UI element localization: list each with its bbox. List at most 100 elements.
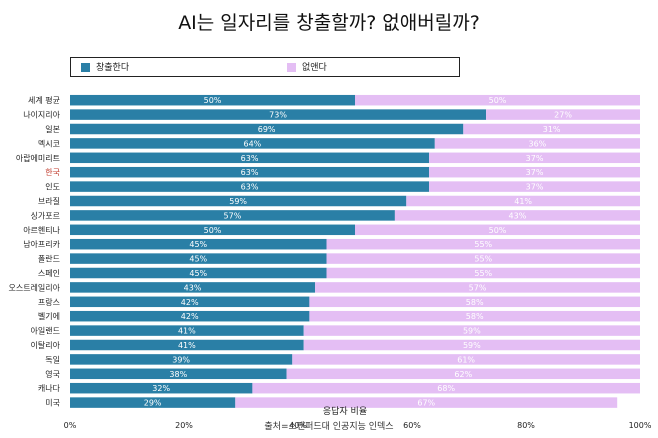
category-label: 싱가포르 bbox=[31, 210, 60, 220]
bar-create bbox=[70, 339, 304, 351]
legend-label-destroy: 없앤다 bbox=[302, 63, 327, 73]
category-label: 아르헨티나 bbox=[23, 225, 60, 235]
data-label-create: 69% bbox=[258, 125, 276, 134]
bar-create bbox=[70, 181, 430, 192]
data-label-create: 59% bbox=[229, 197, 247, 206]
data-label-destroy: 58% bbox=[466, 312, 484, 321]
data-label-destroy: 59% bbox=[463, 327, 481, 336]
bar-destroy bbox=[355, 224, 640, 236]
data-label-create: 50% bbox=[204, 96, 222, 105]
bar-destroy bbox=[315, 282, 640, 293]
data-label-create: 32% bbox=[152, 384, 170, 393]
category-label: 멕시코 bbox=[38, 138, 60, 148]
data-label-create: 38% bbox=[169, 370, 187, 379]
data-label-destroy: 50% bbox=[489, 226, 507, 235]
x-axis-label: 응답자 비율 bbox=[322, 407, 368, 417]
category-label: 미국 bbox=[45, 399, 60, 408]
data-label-destroy: 58% bbox=[466, 298, 484, 307]
data-label-destroy: 55% bbox=[474, 240, 492, 249]
legend-swatch-destroy bbox=[287, 63, 296, 72]
bar-destroy bbox=[326, 238, 640, 250]
data-label-create: 42% bbox=[181, 298, 199, 307]
bar-create bbox=[70, 382, 253, 394]
x-tick-label: 40% bbox=[289, 421, 307, 430]
bar-create bbox=[70, 94, 355, 106]
bar-create bbox=[70, 109, 487, 120]
bar-create bbox=[70, 138, 435, 149]
data-label-create: 63% bbox=[241, 183, 259, 192]
x-tick-label: 60% bbox=[403, 421, 421, 430]
bar-destroy bbox=[406, 195, 640, 207]
data-label-destroy: 57% bbox=[469, 283, 487, 292]
data-label-create: 41% bbox=[178, 327, 196, 336]
bar-create bbox=[70, 296, 310, 308]
category-label: 폴란드 bbox=[38, 254, 60, 264]
data-label-destroy: 62% bbox=[454, 370, 472, 379]
data-label-destroy: 68% bbox=[437, 384, 455, 393]
bar-destroy bbox=[252, 382, 640, 394]
category-label: 브라질 bbox=[38, 197, 60, 206]
category-label: 이탈리아 bbox=[31, 340, 61, 350]
bar-create bbox=[70, 253, 327, 264]
data-label-create: 45% bbox=[189, 240, 207, 249]
bar-destroy bbox=[326, 253, 640, 264]
legend-item-destroy: 없앤다 bbox=[287, 62, 327, 74]
category-label: 인도 bbox=[45, 182, 60, 192]
bar-destroy bbox=[486, 109, 640, 120]
category-label: 아일랜드 bbox=[31, 326, 60, 336]
category-label: 일본 bbox=[45, 125, 60, 134]
data-label-create: 64% bbox=[244, 139, 262, 148]
data-label-create: 50% bbox=[204, 226, 222, 235]
legend-swatch-create bbox=[81, 63, 90, 72]
bar-create bbox=[70, 224, 355, 236]
bar-create bbox=[70, 310, 310, 322]
bar-create bbox=[70, 282, 316, 293]
bar-create bbox=[70, 325, 304, 336]
category-label: 세계 평균 bbox=[28, 95, 60, 105]
bar-create bbox=[70, 238, 327, 250]
data-label-create: 73% bbox=[269, 111, 287, 120]
data-label-create: 39% bbox=[172, 355, 190, 364]
data-label-destroy: 50% bbox=[489, 96, 507, 105]
category-label: 스페인 bbox=[38, 268, 60, 278]
category-label: 독일 bbox=[45, 355, 60, 364]
legend: 창출한다 없앤다 bbox=[70, 57, 460, 77]
bar-destroy bbox=[309, 296, 640, 308]
category-label: 나이지리아 bbox=[23, 110, 60, 120]
category-label: 벨기에 bbox=[38, 311, 60, 321]
data-label-destroy: 41% bbox=[514, 197, 532, 206]
data-label-destroy: 31% bbox=[543, 125, 561, 134]
category-label: 프랑스 bbox=[38, 297, 60, 307]
bar-destroy bbox=[303, 325, 640, 336]
bar-destroy bbox=[355, 94, 640, 106]
x-tick-label: 80% bbox=[517, 421, 535, 430]
data-label-destroy: 37% bbox=[526, 154, 544, 163]
bar-destroy bbox=[326, 267, 640, 279]
data-label-create: 63% bbox=[241, 168, 259, 177]
data-label-destroy: 37% bbox=[526, 183, 544, 192]
category-label: 캐나다 bbox=[38, 384, 61, 393]
category-label: 한국 bbox=[45, 168, 60, 177]
bar-create bbox=[70, 210, 395, 221]
category-label: 영국 bbox=[45, 369, 60, 379]
bar-create bbox=[70, 195, 407, 207]
bar-create bbox=[70, 267, 327, 279]
category-label: 남아프리카 bbox=[23, 239, 60, 249]
data-label-destroy: 43% bbox=[509, 211, 527, 220]
bar-create bbox=[70, 368, 287, 380]
data-label-create: 43% bbox=[184, 283, 202, 292]
data-label-create: 57% bbox=[224, 211, 242, 220]
bar-create bbox=[70, 123, 464, 135]
bar-create bbox=[70, 166, 430, 178]
bar-destroy bbox=[309, 310, 640, 322]
bar-destroy bbox=[434, 138, 640, 149]
data-label-destroy: 67% bbox=[417, 399, 435, 408]
data-label-destroy: 55% bbox=[474, 255, 492, 264]
bar-destroy bbox=[303, 339, 640, 351]
bar-destroy bbox=[429, 181, 640, 192]
data-label-create: 41% bbox=[178, 341, 196, 350]
bar-destroy bbox=[292, 354, 640, 365]
data-label-destroy: 27% bbox=[554, 111, 572, 120]
data-label-destroy: 61% bbox=[457, 355, 475, 364]
